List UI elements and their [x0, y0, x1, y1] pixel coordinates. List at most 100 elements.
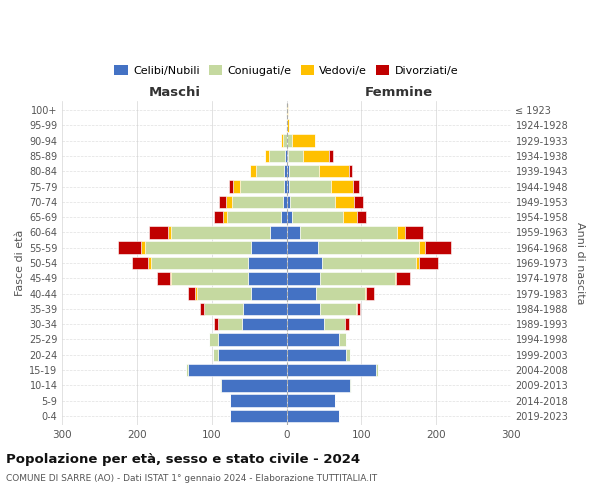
- Bar: [256, 165, 284, 177]
- Bar: [287, 256, 322, 270]
- Bar: [287, 104, 288, 117]
- Bar: [251, 242, 287, 254]
- Bar: [331, 180, 353, 193]
- Bar: [346, 348, 350, 361]
- Bar: [287, 302, 320, 315]
- Bar: [320, 272, 395, 284]
- Bar: [349, 165, 352, 177]
- Bar: [200, 302, 203, 315]
- Bar: [285, 150, 287, 162]
- Bar: [318, 242, 419, 254]
- Bar: [149, 226, 168, 238]
- Bar: [213, 348, 218, 361]
- Bar: [354, 196, 362, 208]
- Text: Femmine: Femmine: [364, 86, 433, 98]
- Bar: [229, 180, 233, 193]
- Text: COMUNE DI SARRE (AO) - Dati ISTAT 1° gennaio 2024 - Elaborazione TUTTITALIA.IT: COMUNE DI SARRE (AO) - Dati ISTAT 1° gen…: [6, 474, 377, 483]
- Bar: [322, 256, 416, 270]
- Bar: [214, 211, 223, 224]
- Bar: [300, 226, 397, 238]
- Bar: [286, 104, 287, 117]
- Bar: [132, 256, 148, 270]
- Bar: [232, 196, 283, 208]
- Bar: [287, 226, 300, 238]
- Bar: [196, 288, 197, 300]
- Bar: [395, 272, 397, 284]
- Bar: [230, 394, 287, 407]
- Bar: [287, 318, 324, 330]
- Bar: [220, 379, 221, 392]
- Bar: [197, 288, 251, 300]
- Text: Popolazione per età, sesso e stato civile - 2024: Popolazione per età, sesso e stato civil…: [6, 452, 360, 466]
- Bar: [170, 272, 172, 284]
- Bar: [287, 242, 318, 254]
- Bar: [287, 348, 346, 361]
- Bar: [289, 165, 319, 177]
- Bar: [218, 348, 287, 361]
- Bar: [281, 134, 283, 147]
- Bar: [172, 272, 248, 284]
- Bar: [148, 256, 151, 270]
- Bar: [209, 333, 218, 345]
- Bar: [288, 150, 303, 162]
- Bar: [248, 272, 287, 284]
- Bar: [289, 180, 331, 193]
- Bar: [141, 242, 145, 254]
- Bar: [287, 119, 289, 132]
- Bar: [205, 302, 243, 315]
- Bar: [303, 150, 329, 162]
- Bar: [329, 150, 333, 162]
- Bar: [223, 211, 227, 224]
- Bar: [287, 165, 289, 177]
- Bar: [269, 150, 285, 162]
- Bar: [151, 256, 248, 270]
- Bar: [243, 302, 287, 315]
- Bar: [365, 288, 367, 300]
- Bar: [287, 288, 316, 300]
- Bar: [284, 180, 287, 193]
- Bar: [357, 302, 361, 315]
- Y-axis label: Anni di nascita: Anni di nascita: [575, 222, 585, 304]
- Bar: [283, 196, 287, 208]
- Bar: [187, 364, 188, 376]
- Bar: [284, 165, 287, 177]
- Bar: [287, 196, 290, 208]
- Bar: [287, 180, 289, 193]
- Bar: [251, 288, 287, 300]
- Bar: [145, 242, 251, 254]
- Bar: [356, 302, 357, 315]
- Bar: [287, 333, 339, 345]
- Bar: [287, 272, 320, 284]
- Bar: [287, 379, 350, 392]
- Legend: Celibi/Nubili, Coniugati/e, Vedovi/e, Divorziati/e: Celibi/Nubili, Coniugati/e, Vedovi/e, Di…: [110, 61, 463, 80]
- Bar: [250, 165, 256, 177]
- Bar: [335, 196, 354, 208]
- Bar: [218, 333, 287, 345]
- Bar: [324, 318, 345, 330]
- Y-axis label: Fasce di età: Fasce di età: [15, 230, 25, 296]
- Bar: [404, 226, 423, 238]
- Bar: [270, 226, 287, 238]
- Bar: [218, 196, 226, 208]
- Bar: [281, 211, 287, 224]
- Bar: [226, 196, 232, 208]
- Bar: [292, 134, 315, 147]
- Text: Maschi: Maschi: [148, 86, 200, 98]
- Bar: [292, 211, 343, 224]
- Bar: [419, 242, 425, 254]
- Bar: [320, 302, 356, 315]
- Bar: [188, 364, 287, 376]
- Bar: [397, 226, 404, 238]
- Bar: [188, 288, 196, 300]
- Bar: [316, 288, 365, 300]
- Bar: [118, 242, 141, 254]
- Bar: [287, 134, 292, 147]
- Bar: [345, 318, 349, 330]
- Bar: [353, 180, 359, 193]
- Bar: [357, 211, 365, 224]
- Bar: [227, 211, 281, 224]
- Bar: [265, 150, 269, 162]
- Bar: [287, 364, 376, 376]
- Bar: [339, 333, 346, 345]
- Bar: [172, 226, 270, 238]
